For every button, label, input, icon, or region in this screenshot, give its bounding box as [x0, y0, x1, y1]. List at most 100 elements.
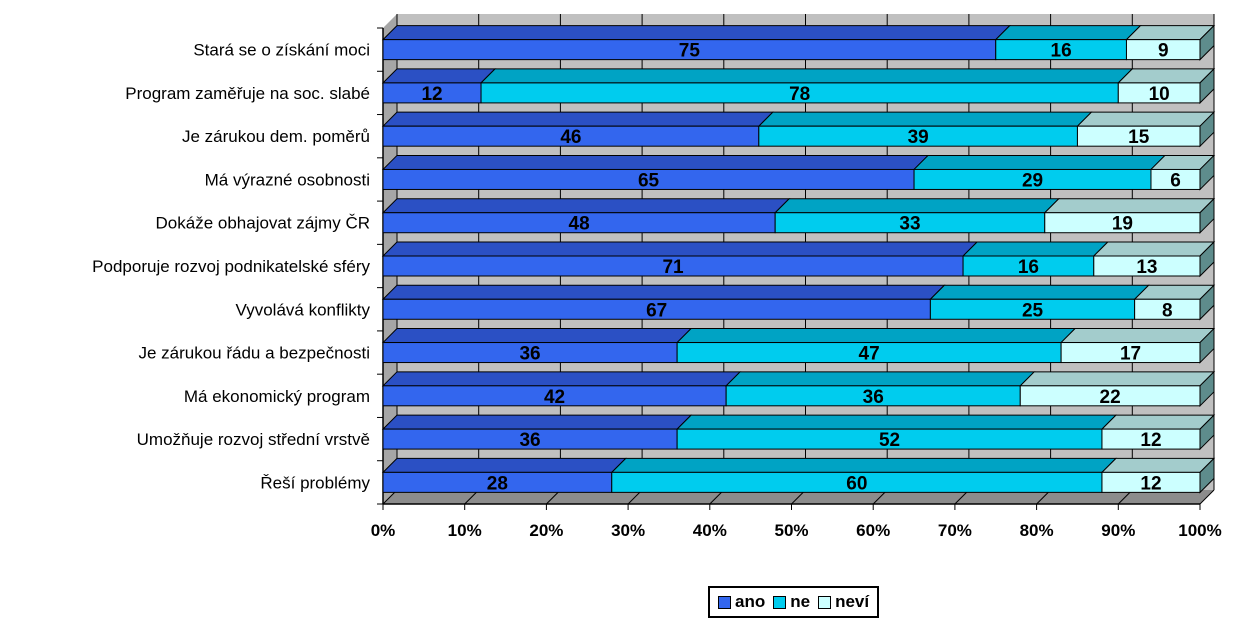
bar-segment-ano	[381, 328, 693, 364]
category-label: Vyvolává konflikty	[236, 300, 371, 319]
category-label: Dokáže obhajovat zájmy ČR	[156, 214, 370, 233]
data-label: 46	[560, 127, 581, 148]
data-label: 12	[1140, 473, 1161, 494]
data-label: 13	[1136, 257, 1157, 278]
bar-segment-ne	[757, 111, 1093, 147]
x-tick-label: 20%	[529, 521, 563, 540]
data-label: 39	[908, 127, 929, 148]
category-label: Umožňuje rozvoj střední vrstvě	[137, 430, 370, 449]
bar-top-face	[381, 25, 1011, 41]
bar-segment-neví	[1117, 67, 1216, 105]
bar-segment-ne	[929, 284, 1150, 320]
legend-label: neví	[835, 592, 870, 611]
data-label: 12	[421, 84, 442, 105]
legend-item-neví: neví	[818, 592, 869, 612]
bar-segment-neví	[1149, 154, 1216, 191]
data-label: 17	[1120, 344, 1141, 365]
bar-segment-ano	[381, 414, 693, 450]
bar-segment-ne	[479, 68, 1134, 104]
bar-top-face	[961, 241, 1109, 257]
bar-top-face	[1092, 241, 1216, 257]
legend-swatch	[818, 595, 832, 609]
bar-top-face	[381, 241, 979, 257]
bar-segment-neví	[1059, 327, 1216, 364]
bar-segment-neví	[1076, 110, 1216, 148]
bar-top-face	[381, 328, 693, 344]
data-label: 71	[662, 257, 684, 278]
x-tick-label: 60%	[856, 521, 890, 540]
legend-item-ano: ano	[718, 592, 765, 612]
bar-top-face	[1076, 111, 1216, 127]
bar-segment-neví	[1100, 413, 1216, 451]
x-tick-label: 80%	[1020, 521, 1054, 540]
data-label: 65	[638, 170, 660, 191]
bar-side-face	[1199, 457, 1215, 494]
data-label: 78	[789, 84, 810, 105]
bar-side-face	[1199, 370, 1215, 408]
bar-top-face	[1125, 25, 1216, 41]
data-label: 9	[1158, 41, 1169, 62]
category-label: Řeší problémy	[260, 473, 370, 492]
data-label: 47	[859, 344, 880, 365]
bar-segment-neví	[1133, 284, 1216, 321]
data-label: 36	[519, 344, 540, 365]
data-label: 48	[569, 214, 590, 235]
bar-top-face	[757, 111, 1093, 127]
legend-swatch	[773, 595, 787, 609]
bar-side-face	[1199, 67, 1215, 105]
legend-label: ano	[735, 592, 766, 611]
legend-item-ne: ne	[773, 592, 810, 612]
data-label: 52	[879, 430, 900, 451]
bar-top-face	[381, 457, 627, 473]
bar-segment-ano	[381, 457, 627, 493]
bar-top-face	[675, 414, 1118, 430]
bar-segment-neví	[1100, 457, 1216, 494]
x-tick-label: 50%	[774, 521, 808, 540]
bar-top-face	[381, 414, 693, 430]
data-label: 6	[1170, 170, 1181, 191]
category-label: Stará se o získání moci	[193, 41, 370, 60]
legend: ano ne neví	[708, 586, 880, 618]
category-label: Je zárukou řádu a bezpečnosti	[138, 344, 370, 363]
bar-top-face	[912, 154, 1167, 170]
bar-top-face	[724, 371, 1036, 387]
category-label: Má výrazné osobnosti	[205, 170, 370, 189]
data-label: 10	[1149, 84, 1170, 105]
data-label: 16	[1051, 41, 1072, 62]
category-label: Podporuje rozvoj podnikatelské sféry	[92, 257, 370, 276]
category-label: Program zaměřuje na soc. slabé	[125, 84, 370, 103]
legend-label: ne	[790, 592, 811, 611]
data-label: 36	[519, 430, 540, 451]
category-label: Je zárukou dem. poměrů	[182, 127, 370, 146]
bar-side-face	[1199, 110, 1215, 148]
legend-swatch	[718, 595, 731, 609]
x-tick-label: 40%	[693, 521, 727, 540]
bar-top-face	[381, 154, 930, 170]
bar-side-face	[1199, 240, 1215, 278]
bar-top-face	[1059, 328, 1216, 344]
data-label: 42	[544, 387, 565, 408]
bar-top-face	[381, 68, 497, 84]
data-label: 15	[1128, 127, 1150, 148]
category-label: Má ekonomický program	[184, 387, 370, 406]
data-label: 36	[863, 387, 884, 408]
bar-top-face	[929, 284, 1150, 300]
bar-top-face	[675, 328, 1077, 344]
bar-top-face	[1100, 414, 1216, 430]
bar-top-face	[381, 371, 742, 387]
data-label: 29	[1022, 170, 1043, 191]
bar-side-face	[1199, 197, 1215, 234]
bar-segment-ano	[381, 154, 930, 190]
bar-segment-ano	[381, 241, 979, 277]
bar-top-face	[610, 457, 1118, 473]
data-label: 60	[846, 473, 867, 494]
bar-side-face	[1199, 24, 1215, 61]
bar-top-face	[994, 25, 1142, 41]
x-tick-label: 70%	[938, 521, 972, 540]
bar-top-face	[1019, 371, 1216, 387]
bar-side-face	[1199, 154, 1215, 191]
bar-top-face	[479, 68, 1134, 84]
data-label: 33	[899, 214, 920, 235]
bar-segment-ano	[381, 68, 497, 104]
